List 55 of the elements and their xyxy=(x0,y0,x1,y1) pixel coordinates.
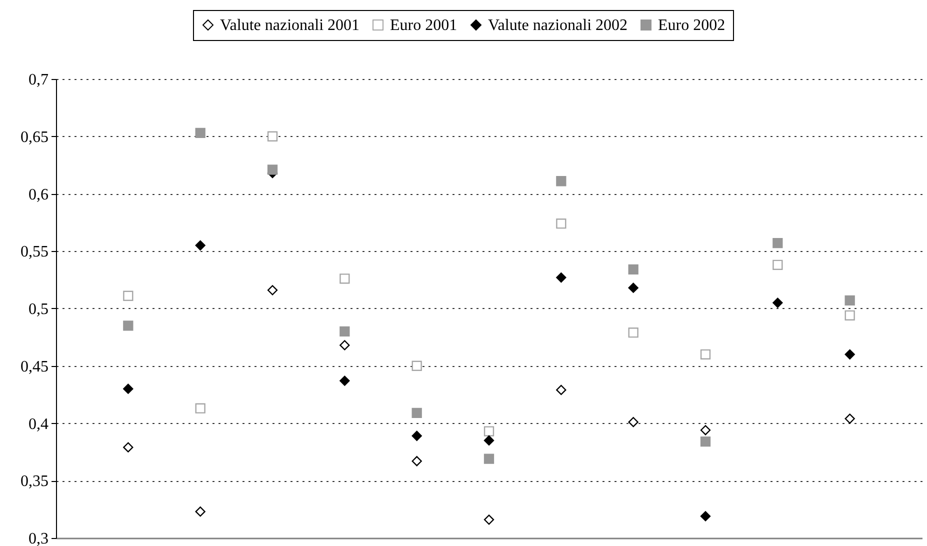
y-tick-label: 0,5 xyxy=(28,301,48,318)
point xyxy=(700,349,711,360)
point xyxy=(340,274,350,284)
point xyxy=(195,240,206,250)
point xyxy=(844,310,855,320)
point xyxy=(556,176,566,186)
y-tick-label: 0,55 xyxy=(20,244,48,261)
point xyxy=(123,384,134,394)
y-tick-label: 0,65 xyxy=(20,128,48,146)
point xyxy=(772,260,783,270)
point xyxy=(484,514,494,525)
y-tick-label: 0,4 xyxy=(28,416,48,433)
point xyxy=(700,436,711,447)
y-tick-label: 0,7 xyxy=(28,72,48,88)
point xyxy=(123,290,134,301)
point xyxy=(412,408,422,418)
point xyxy=(484,435,494,446)
point xyxy=(267,131,278,142)
legend-label: Valute nazionali 2002 xyxy=(488,17,628,34)
point xyxy=(556,384,566,396)
point xyxy=(412,456,422,466)
y-tick-label: 0,3 xyxy=(28,530,48,546)
y-tick-label: 0,45 xyxy=(20,358,48,376)
legend-label: Valute nazionali 2001 xyxy=(220,17,360,34)
point xyxy=(340,340,350,350)
point xyxy=(556,218,566,229)
point xyxy=(123,442,134,452)
point xyxy=(412,360,422,371)
point xyxy=(628,417,638,428)
point xyxy=(844,414,855,424)
y-tick-label: 0,35 xyxy=(20,473,48,490)
point xyxy=(700,511,711,522)
point xyxy=(195,403,206,414)
point xyxy=(628,264,638,275)
point xyxy=(195,128,206,138)
point xyxy=(700,425,711,436)
point xyxy=(628,328,638,338)
point xyxy=(484,426,494,436)
legend-label: Euro 2001 xyxy=(390,17,458,34)
point xyxy=(844,349,855,360)
point xyxy=(195,506,206,517)
point xyxy=(123,320,134,331)
point xyxy=(772,298,783,308)
point xyxy=(340,376,350,386)
point xyxy=(412,430,422,441)
point xyxy=(267,285,278,296)
y-tick-label: 0,6 xyxy=(28,186,48,204)
point xyxy=(340,326,350,337)
point xyxy=(267,164,278,175)
legend-label: Euro 2002 xyxy=(658,17,726,34)
point xyxy=(628,282,638,293)
point xyxy=(844,295,855,306)
point xyxy=(556,272,566,283)
point xyxy=(772,238,783,248)
point xyxy=(484,454,494,464)
